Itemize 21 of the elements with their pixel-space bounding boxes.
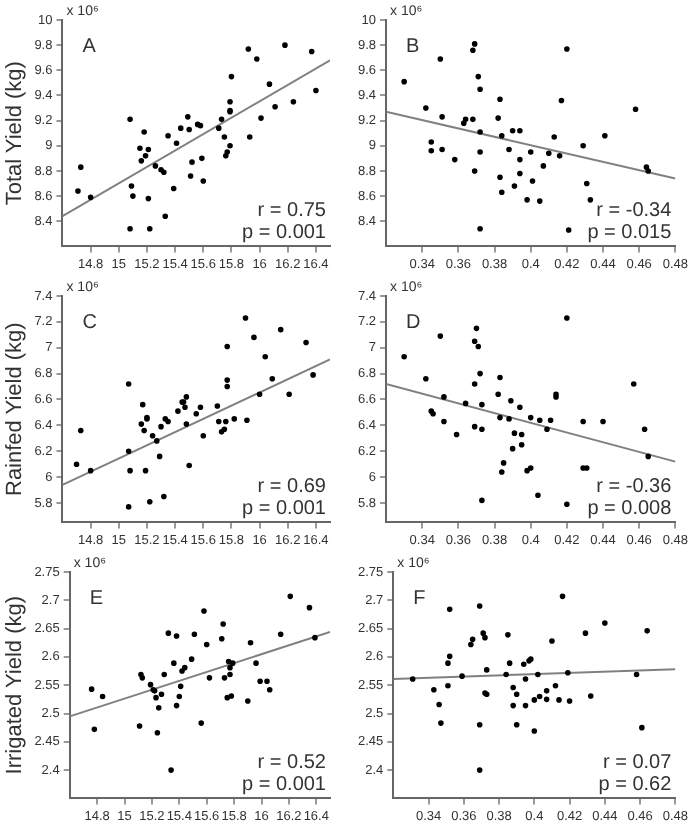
annotation: B (406, 35, 421, 58)
y-axis-title: Rainfed Yield (kg) (3, 322, 28, 497)
annotation: p = 0.008 (587, 497, 673, 520)
annotation: r = -0.34 (596, 199, 673, 222)
annotation: r = 0.75 (257, 199, 327, 222)
annotation: r = 0.07 (602, 751, 673, 774)
annotation: F (413, 587, 426, 610)
annotation: p = 0.001 (242, 497, 327, 520)
annotation: p = 0.001 (242, 221, 327, 244)
annotation: p = 0.001 (242, 773, 327, 796)
annotation: r = 0.69 (257, 475, 327, 498)
y-axis-title: Total Yield (kg) (3, 61, 28, 206)
annotation: p = 0.62 (598, 773, 673, 796)
annotation: r = -0.36 (596, 475, 673, 498)
annotation: E (89, 587, 104, 610)
annotation: A (82, 35, 97, 58)
annotation: C (82, 311, 97, 334)
annotation: p = 0.015 (587, 221, 673, 244)
y-axis-title: Irrigated Yield (kg) (3, 595, 28, 775)
annotation: r = 0.52 (257, 751, 327, 774)
annotation: D (406, 311, 421, 334)
